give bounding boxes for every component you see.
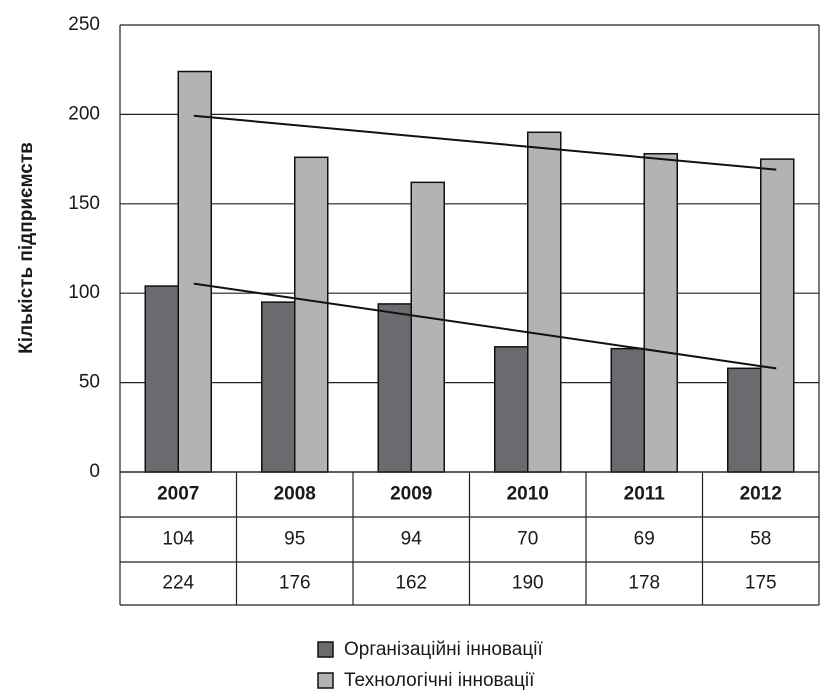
table-value: 58 bbox=[750, 529, 771, 550]
trend-line bbox=[193, 282, 777, 370]
y-tick-label: 100 bbox=[68, 282, 100, 303]
bar bbox=[610, 347, 645, 473]
table-value: 224 bbox=[162, 573, 194, 594]
y-tick-label: 150 bbox=[68, 193, 100, 214]
x-tick-label: 2010 bbox=[507, 484, 549, 505]
bar bbox=[177, 70, 212, 473]
table-value: 95 bbox=[284, 529, 305, 550]
bar bbox=[294, 156, 329, 473]
table-value: 162 bbox=[395, 573, 427, 594]
y-axis-label: Кількість підприємств bbox=[16, 142, 37, 354]
bar bbox=[144, 285, 179, 473]
x-tick-label: 2009 bbox=[390, 484, 432, 505]
y-tick-label: 250 bbox=[68, 14, 100, 35]
y-tick-label: 0 bbox=[89, 461, 100, 482]
x-tick-label: 2011 bbox=[624, 484, 666, 505]
x-tick-label: 2012 bbox=[740, 484, 782, 505]
bar bbox=[760, 158, 795, 473]
table-value: 104 bbox=[162, 529, 194, 550]
table-value: 94 bbox=[401, 529, 423, 550]
y-tick-label: 50 bbox=[79, 372, 100, 393]
y-tick-label: 200 bbox=[68, 103, 100, 124]
table-value: 175 bbox=[745, 573, 777, 594]
legend-label: Організаційні інновації bbox=[344, 639, 543, 660]
bar bbox=[410, 181, 445, 473]
bar bbox=[377, 303, 412, 473]
table-value: 69 bbox=[634, 529, 655, 550]
table-value: 190 bbox=[512, 573, 544, 594]
table-value: 178 bbox=[628, 573, 660, 594]
table-value: 70 bbox=[517, 529, 538, 550]
bar bbox=[261, 301, 296, 473]
x-tick-label: 2008 bbox=[274, 484, 316, 505]
legend-swatch bbox=[317, 672, 334, 689]
bar bbox=[527, 131, 562, 473]
legend-swatch bbox=[317, 641, 334, 658]
bar bbox=[727, 367, 762, 473]
trend-line bbox=[193, 114, 777, 171]
bar bbox=[643, 152, 678, 473]
x-tick-label: 2007 bbox=[157, 484, 199, 505]
bar bbox=[494, 346, 529, 473]
legend-label: Технологічні інновації bbox=[344, 670, 535, 691]
table-value: 176 bbox=[279, 573, 311, 594]
